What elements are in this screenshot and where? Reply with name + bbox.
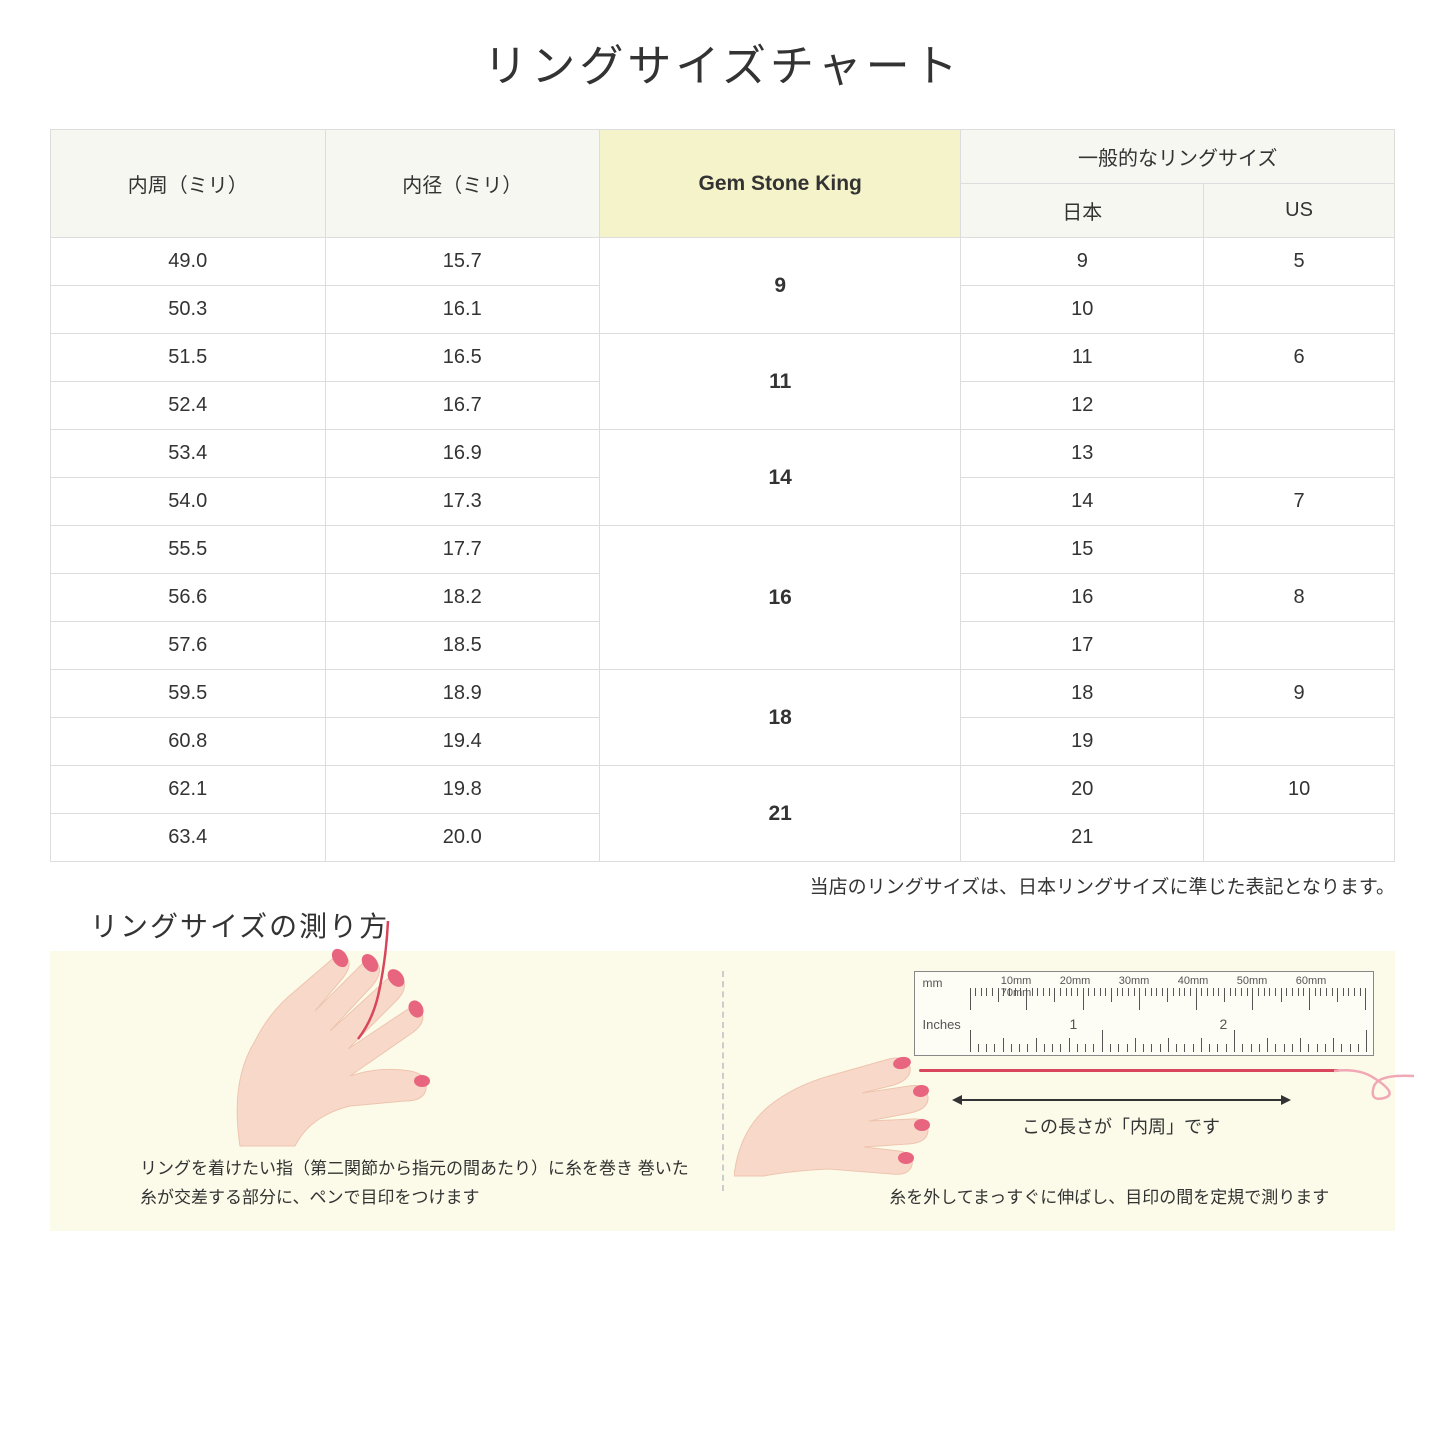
cell-us: 9 <box>1204 670 1395 718</box>
cell-circumference: 55.5 <box>51 526 326 574</box>
cell-gsk: 14 <box>600 430 961 526</box>
cell-circumference: 49.0 <box>51 238 326 286</box>
header-diameter: 内径（ミリ） <box>325 130 600 238</box>
measure-arrow <box>954 1099 1289 1101</box>
header-gsk: Gem Stone King <box>600 130 961 238</box>
note-text: 当店のリングサイズは、日本リングサイズに準じた表記となります。 <box>50 872 1395 899</box>
table-row: 59.518.918189 <box>51 670 1395 718</box>
cell-us <box>1204 718 1395 766</box>
cell-circumference: 54.0 <box>51 478 326 526</box>
cell-us: 7 <box>1204 478 1395 526</box>
page-title: リングサイズチャート <box>50 30 1395 94</box>
table-row: 49.015.7995 <box>51 238 1395 286</box>
cell-diameter: 16.9 <box>325 430 600 478</box>
cell-jp: 21 <box>961 814 1204 862</box>
table-row: 55.517.71615 <box>51 526 1395 574</box>
header-common: 一般的なリングサイズ <box>961 130 1395 184</box>
cell-gsk: 9 <box>600 238 961 334</box>
cell-us <box>1204 622 1395 670</box>
cell-us <box>1204 382 1395 430</box>
cell-circumference: 51.5 <box>51 334 326 382</box>
size-chart-table: 内周（ミリ） 内径（ミリ） Gem Stone King 一般的なリングサイズ … <box>50 129 1395 862</box>
cell-diameter: 16.7 <box>325 382 600 430</box>
thread-line <box>919 1069 1339 1072</box>
table-row: 51.516.511116 <box>51 334 1395 382</box>
header-circumference: 内周（ミリ） <box>51 130 326 238</box>
cell-jp: 19 <box>961 718 1204 766</box>
cell-circumference: 63.4 <box>51 814 326 862</box>
measure-arrow-label: この長さが「内周」です <box>954 1113 1289 1139</box>
cell-us <box>1204 430 1395 478</box>
cell-circumference: 62.1 <box>51 766 326 814</box>
cell-jp: 20 <box>961 766 1204 814</box>
cell-diameter: 19.4 <box>325 718 600 766</box>
cell-jp: 10 <box>961 286 1204 334</box>
cell-jp: 17 <box>961 622 1204 670</box>
ruler-mm-label: mm <box>923 976 943 990</box>
cell-gsk: 11 <box>600 334 961 430</box>
cell-us: 5 <box>1204 238 1395 286</box>
header-us: US <box>1204 184 1395 238</box>
cell-circumference: 60.8 <box>51 718 326 766</box>
ruler-illustration: mm Inches 10mm20mm30mm40mm50mm60mm70mm 1… <box>914 971 1374 1056</box>
howto-right-panel: mm Inches 10mm20mm30mm40mm50mm60mm70mm 1… <box>724 951 1396 1231</box>
cell-jp: 18 <box>961 670 1204 718</box>
cell-jp: 13 <box>961 430 1204 478</box>
cell-diameter: 18.9 <box>325 670 600 718</box>
header-jp: 日本 <box>961 184 1204 238</box>
hand-hold-illustration <box>734 1031 944 1186</box>
cell-diameter: 16.1 <box>325 286 600 334</box>
ruler-in-label: Inches <box>923 1017 961 1032</box>
cell-jp: 14 <box>961 478 1204 526</box>
thread-curl <box>1329 1056 1419 1106</box>
cell-gsk: 18 <box>600 670 961 766</box>
cell-diameter: 20.0 <box>325 814 600 862</box>
howto-left-caption: リングを着けたい指（第二関節から指元の間あたり）に糸を巻き 巻いた糸が交差する部… <box>140 1155 692 1213</box>
cell-circumference: 53.4 <box>51 430 326 478</box>
table-row: 62.119.8212010 <box>51 766 1395 814</box>
cell-circumference: 56.6 <box>51 574 326 622</box>
cell-jp: 15 <box>961 526 1204 574</box>
cell-jp: 16 <box>961 574 1204 622</box>
howto-left-panel: リングを着けたい指（第二関節から指元の間あたり）に糸を巻き 巻いた糸が交差する部… <box>50 951 722 1231</box>
cell-jp: 12 <box>961 382 1204 430</box>
cell-us <box>1204 814 1395 862</box>
cell-diameter: 19.8 <box>325 766 600 814</box>
cell-diameter: 18.5 <box>325 622 600 670</box>
cell-us: 6 <box>1204 334 1395 382</box>
cell-diameter: 16.5 <box>325 334 600 382</box>
cell-diameter: 18.2 <box>325 574 600 622</box>
howto-right-caption: 糸を外してまっすぐに伸ばし、目印の間を定規で測ります <box>844 1184 1376 1213</box>
cell-us <box>1204 286 1395 334</box>
cell-diameter: 17.7 <box>325 526 600 574</box>
cell-us: 8 <box>1204 574 1395 622</box>
table-row: 53.416.91413 <box>51 430 1395 478</box>
cell-jp: 9 <box>961 238 1204 286</box>
cell-diameter: 15.7 <box>325 238 600 286</box>
cell-jp: 11 <box>961 334 1204 382</box>
cell-circumference: 59.5 <box>51 670 326 718</box>
cell-gsk: 21 <box>600 766 961 862</box>
cell-us <box>1204 526 1395 574</box>
cell-circumference: 57.6 <box>51 622 326 670</box>
cell-us: 10 <box>1204 766 1395 814</box>
cell-diameter: 17.3 <box>325 478 600 526</box>
cell-gsk: 16 <box>600 526 961 670</box>
hand-wrap-illustration <box>200 921 530 1156</box>
howto-panel: リングを着けたい指（第二関節から指元の間あたり）に糸を巻き 巻いた糸が交差する部… <box>50 951 1395 1231</box>
cell-circumference: 52.4 <box>51 382 326 430</box>
cell-circumference: 50.3 <box>51 286 326 334</box>
